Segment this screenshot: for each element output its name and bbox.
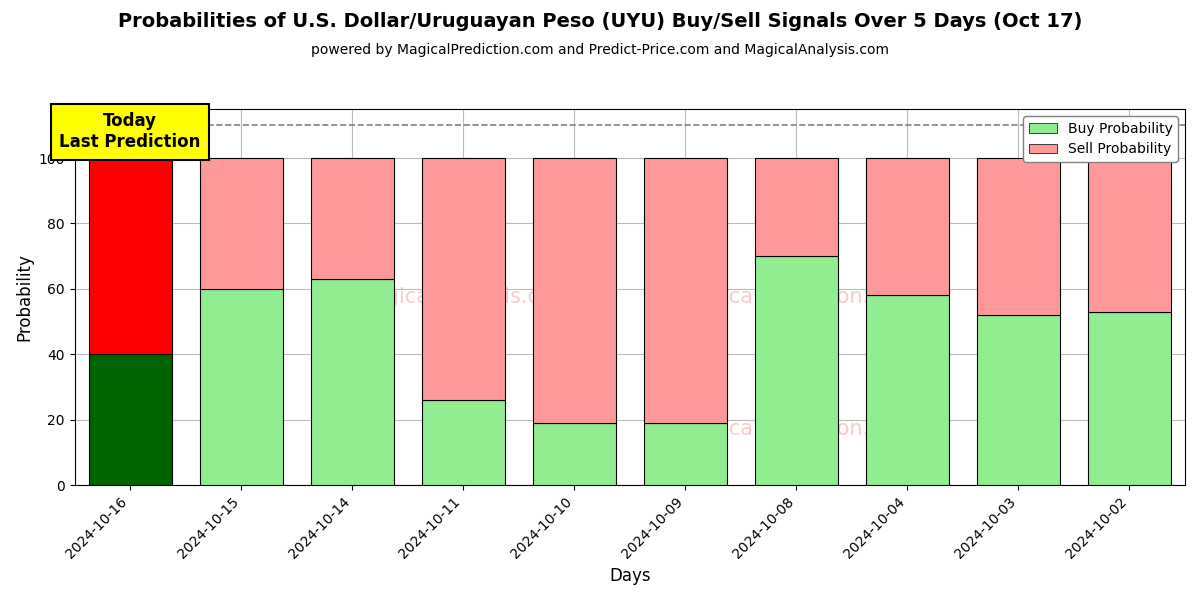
Text: MagicalPrediction.com: MagicalPrediction.com [679, 419, 913, 439]
Bar [755, 256, 838, 485]
Bar [1088, 158, 1171, 312]
Bar [311, 158, 394, 279]
Text: Today
Last Prediction: Today Last Prediction [60, 112, 200, 151]
Bar [199, 289, 283, 485]
Bar [643, 423, 727, 485]
Text: MagicalAnalysis.com: MagicalAnalysis.com [355, 287, 571, 307]
Text: MagicalPrediction.com: MagicalPrediction.com [679, 287, 913, 307]
Bar [421, 158, 505, 400]
Bar [89, 355, 172, 485]
Bar [977, 315, 1060, 485]
Bar [533, 158, 616, 423]
Bar [1088, 312, 1171, 485]
Bar [977, 158, 1060, 315]
Text: powered by MagicalPrediction.com and Predict-Price.com and MagicalAnalysis.com: powered by MagicalPrediction.com and Pre… [311, 43, 889, 57]
Bar [89, 158, 172, 355]
Bar [865, 158, 949, 295]
Y-axis label: Probability: Probability [16, 253, 34, 341]
Bar [643, 158, 727, 423]
Bar [199, 158, 283, 289]
Text: Probabilities of U.S. Dollar/Uruguayan Peso (UYU) Buy/Sell Signals Over 5 Days (: Probabilities of U.S. Dollar/Uruguayan P… [118, 12, 1082, 31]
Legend: Buy Probability, Sell Probability: Buy Probability, Sell Probability [1024, 116, 1178, 162]
Bar [311, 279, 394, 485]
Bar [865, 295, 949, 485]
X-axis label: Days: Days [610, 567, 650, 585]
Bar [421, 400, 505, 485]
Bar [755, 158, 838, 256]
Bar [533, 423, 616, 485]
